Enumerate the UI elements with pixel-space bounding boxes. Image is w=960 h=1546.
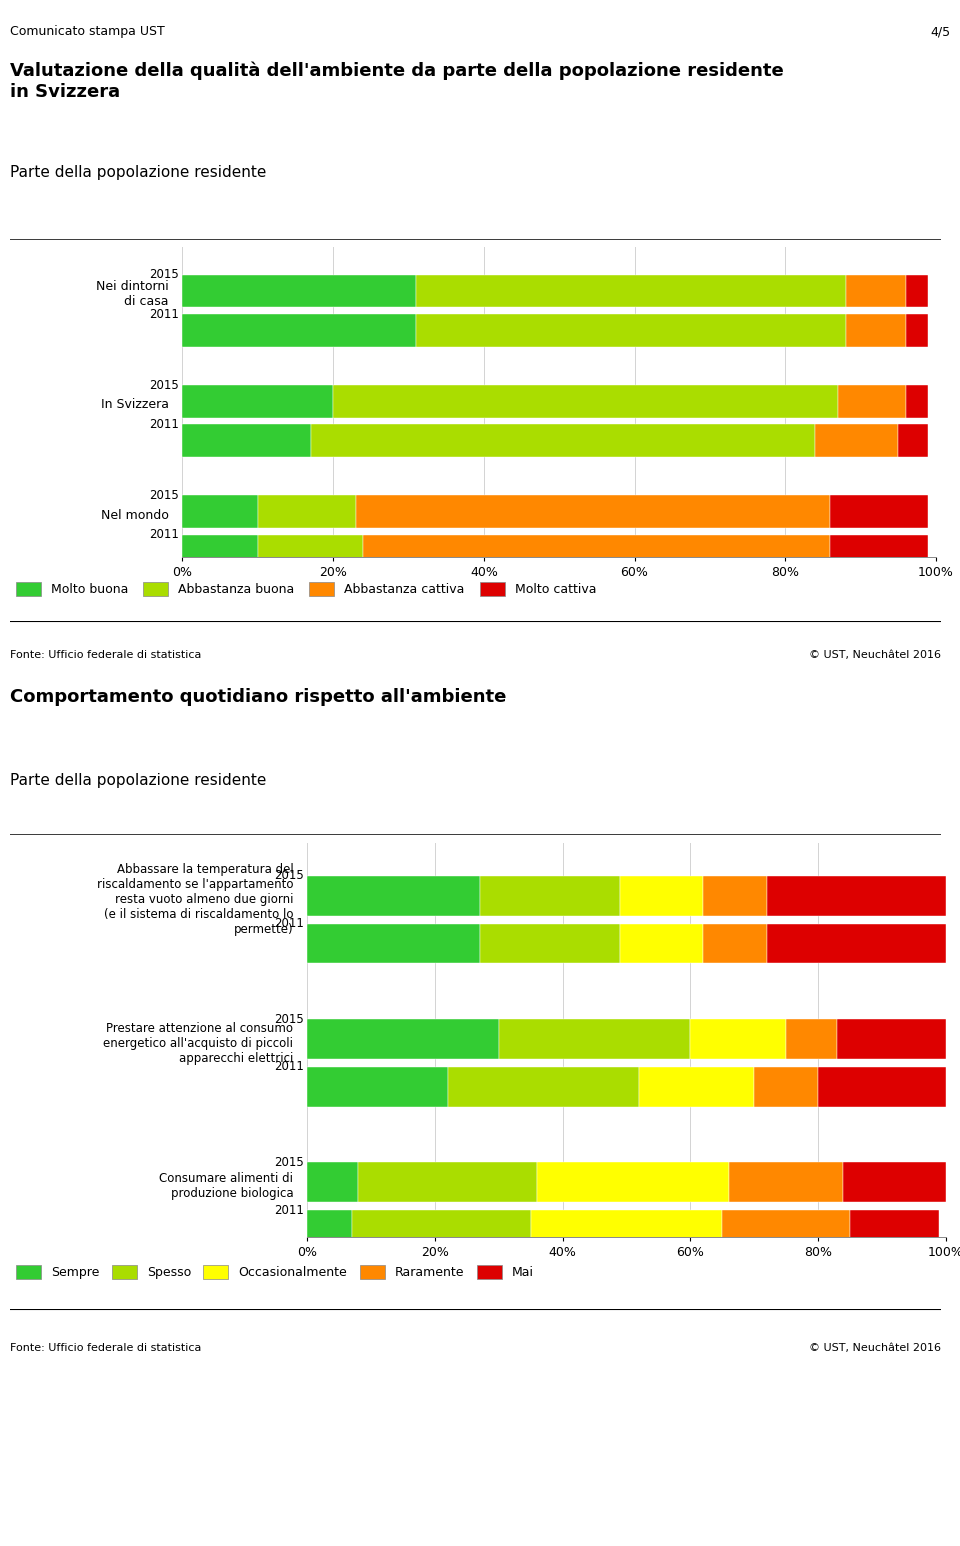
Bar (639, 1067, 755, 1107)
Bar (830, 495, 928, 529)
Bar (307, 1067, 447, 1107)
Text: 2011: 2011 (149, 529, 179, 541)
Text: Comunicato stampa UST: Comunicato stampa UST (10, 25, 164, 39)
Bar (447, 1067, 639, 1107)
Bar (767, 923, 946, 963)
Text: 2015: 2015 (149, 379, 179, 391)
Bar (837, 1019, 946, 1059)
Bar (182, 495, 257, 529)
Bar (620, 875, 703, 915)
Bar (906, 385, 928, 417)
Text: 2011: 2011 (275, 1204, 304, 1217)
Text: 2015: 2015 (275, 869, 304, 883)
Bar (363, 535, 830, 567)
Bar (182, 424, 310, 458)
Text: Valutazione della qualità dell'ambiente da parte della popolazione residente
in : Valutazione della qualità dell'ambiente … (10, 62, 783, 100)
Text: © UST, Neuchâtel 2016: © UST, Neuchâtel 2016 (808, 1342, 941, 1353)
Text: Comportamento quotidiano rispetto all'ambiente: Comportamento quotidiano rispetto all'am… (10, 688, 506, 707)
Bar (767, 875, 946, 915)
Text: 4/5: 4/5 (930, 25, 950, 39)
Bar (906, 275, 928, 308)
Bar (703, 875, 767, 915)
Bar (755, 1067, 818, 1107)
Bar (844, 1163, 946, 1203)
Bar (307, 875, 480, 915)
Text: 2015: 2015 (149, 267, 179, 281)
Bar (531, 1211, 722, 1251)
Text: In Svizzera: In Svizzera (101, 399, 169, 411)
Bar (537, 1163, 729, 1203)
Text: 2011: 2011 (149, 417, 179, 431)
Bar (722, 1211, 850, 1251)
Text: Consumare alimenti di
produzione biologica: Consumare alimenti di produzione biologi… (159, 1172, 294, 1200)
Bar (307, 923, 480, 963)
Text: 2015: 2015 (275, 1013, 304, 1025)
Bar (830, 535, 928, 567)
Bar (499, 1019, 690, 1059)
Bar (257, 535, 363, 567)
Bar (182, 314, 416, 346)
Text: Fonte: Ufficio federale di statistica: Fonte: Ufficio federale di statistica (10, 649, 201, 660)
Bar (307, 1211, 352, 1251)
Bar (480, 875, 620, 915)
Bar (307, 1019, 499, 1059)
Bar (310, 424, 815, 458)
Bar (786, 1019, 837, 1059)
Text: Nei dintorni
di casa: Nei dintorni di casa (96, 280, 169, 308)
Bar (846, 314, 906, 346)
Bar (480, 923, 620, 963)
Text: 2011: 2011 (275, 917, 304, 931)
Bar (818, 1067, 946, 1107)
Bar (815, 424, 899, 458)
Bar (307, 1163, 358, 1203)
Legend: Molto buona, Abbastanza buona, Abbastanza cattiva, Molto cattiva: Molto buona, Abbastanza buona, Abbastanz… (16, 581, 596, 597)
Bar (182, 535, 257, 567)
Bar (846, 275, 906, 308)
Bar (356, 495, 830, 529)
Bar (906, 314, 928, 346)
Text: Nel mondo: Nel mondo (101, 509, 169, 521)
Legend: Sempre, Spesso, Occasionalmente, Raramente, Mai: Sempre, Spesso, Occasionalmente, Raramen… (16, 1265, 534, 1280)
Bar (352, 1211, 531, 1251)
Text: © UST, Neuchâtel 2016: © UST, Neuchâtel 2016 (808, 649, 941, 660)
Text: 2015: 2015 (149, 489, 179, 502)
Bar (182, 275, 416, 308)
Bar (838, 385, 906, 417)
Bar (416, 314, 846, 346)
Text: 2011: 2011 (275, 1061, 304, 1073)
Bar (690, 1019, 786, 1059)
Text: Fonte: Ufficio federale di statistica: Fonte: Ufficio federale di statistica (10, 1342, 201, 1353)
Text: Parte della popolazione residente: Parte della popolazione residente (10, 165, 266, 179)
Bar (416, 275, 846, 308)
Bar (850, 1211, 939, 1251)
Bar (333, 385, 838, 417)
Text: Abbassare la temperatura del
riscaldamento se l'appartamento
resta vuoto almeno : Abbassare la temperatura del riscaldamen… (97, 863, 294, 937)
Text: 2015: 2015 (275, 1156, 304, 1169)
Bar (899, 424, 928, 458)
Bar (729, 1163, 844, 1203)
Bar (257, 495, 356, 529)
Bar (620, 923, 703, 963)
Text: Prestare attenzione al consumo
energetico all'acquisto di piccoli
apparecchi ele: Prestare attenzione al consumo energetic… (104, 1022, 294, 1065)
Text: 2011: 2011 (149, 308, 179, 320)
Text: Parte della popolazione residente: Parte della popolazione residente (10, 773, 266, 788)
Bar (358, 1163, 537, 1203)
Bar (703, 923, 767, 963)
Bar (182, 385, 333, 417)
